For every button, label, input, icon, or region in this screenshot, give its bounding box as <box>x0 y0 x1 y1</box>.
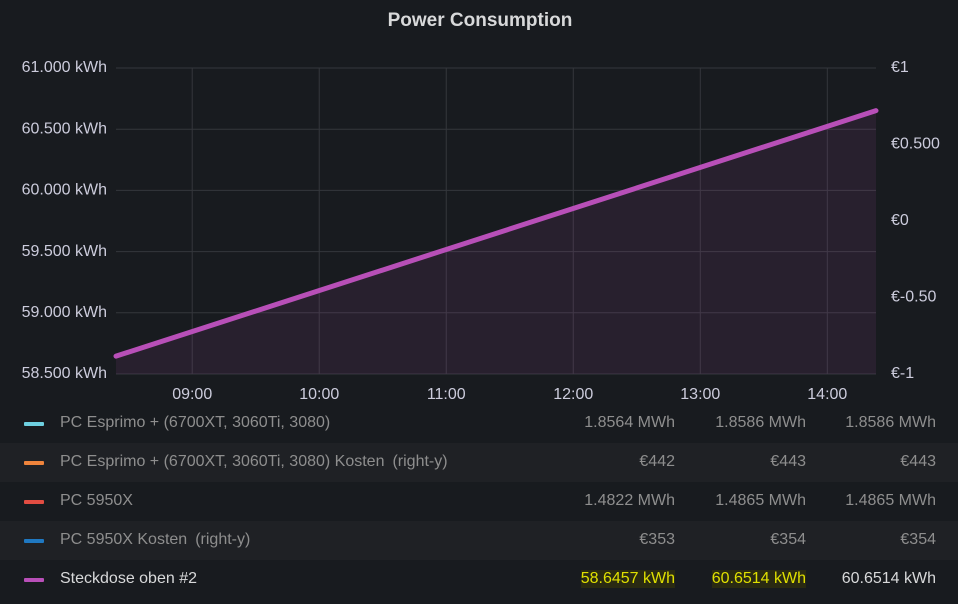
axis-note: (right-y) <box>195 531 251 548</box>
series-name: PC 5950X <box>60 492 133 509</box>
legend-stat: €353 <box>639 531 675 548</box>
legend-label: PC Esprimo + (6700XT, 3060Ti, 3080) <box>60 414 330 432</box>
legend-swatch <box>24 578 44 582</box>
y-tick-label: 59.000 kWh <box>22 304 107 321</box>
y-tick-label: 60.500 kWh <box>22 120 107 137</box>
legend-swatch <box>24 500 44 504</box>
legend-stat: 60.6514 kWh <box>841 570 936 587</box>
legend-label: PC 5950X <box>60 492 133 510</box>
legend-stat: €443 <box>770 453 806 470</box>
series-name: Steckdose oben #2 <box>60 570 197 587</box>
legend-swatch <box>24 422 44 426</box>
x-tick-label: 11:00 <box>427 386 466 403</box>
legend-swatch <box>24 461 44 465</box>
area <box>116 110 876 374</box>
legend-stat: 60.6514 kWh <box>711 570 806 588</box>
legend-row[interactable]: PC 5950X Kosten (right-y) €353 €354 €354 <box>0 521 958 560</box>
x-tick-label: 13:00 <box>680 386 720 403</box>
legend-stat: €354 <box>770 531 806 548</box>
y-tick-label: 59.500 kWh <box>22 243 107 260</box>
y2-tick-label: €0.500 <box>891 136 940 153</box>
legend-stat: €442 <box>639 453 675 470</box>
legend-stat: 1.8564 MWh <box>584 414 675 431</box>
legend-swatch <box>24 539 44 543</box>
legend-stat: 58.6457 kWh <box>580 570 675 588</box>
legend-stat: 1.8586 MWh <box>845 414 936 431</box>
y-tick-label: 60.000 kWh <box>22 182 107 199</box>
series-name: PC Esprimo + (6700XT, 3060Ti, 3080) Kost… <box>60 453 385 470</box>
legend-stat: 1.4865 MWh <box>715 492 806 509</box>
y2-tick-label: €1 <box>891 59 909 76</box>
legend-stat: €443 <box>900 453 936 470</box>
x-tick-label: 10:00 <box>299 386 339 403</box>
legend-row[interactable]: PC Esprimo + (6700XT, 3060Ti, 3080) Kost… <box>0 443 958 482</box>
y2-tick-label: €0 <box>891 212 909 229</box>
x-tick-label: 09:00 <box>172 386 212 403</box>
chart: Power Consumption 58.500 kWh 59.000 kWh 59… <box>22 10 940 403</box>
legend-label: PC 5950X Kosten (right-y) <box>60 531 250 549</box>
legend-row[interactable]: Steckdose oben #2 58.6457 kWh 60.6514 kWh 6… <box>0 560 958 599</box>
line <box>113 108 879 359</box>
series-name: PC Esprimo + (6700XT, 3060Ti, 3080) <box>60 414 331 431</box>
legend-row[interactable]: PC 5950X 1.4822 MWh 1.4865 MWh 1.4865 MWh <box>0 482 958 521</box>
legend-stat: 1.4865 MWh <box>845 492 936 509</box>
y2-tick-label: €-1 <box>891 365 914 382</box>
legend-stat: 1.8586 MWh <box>715 414 806 431</box>
legend-stat: €354 <box>900 531 936 548</box>
legend-label: Steckdose oben #2 <box>60 570 197 588</box>
legend-label: PC Esprimo + (6700XT, 3060Ti, 3080) Kost… <box>60 453 448 471</box>
chart-title: Power Consumption <box>388 10 573 31</box>
y-tick-label: 61.000 kWh <box>22 59 107 76</box>
series-name: PC 5950X Kosten <box>60 531 188 548</box>
legend: PC Esprimo + (6700XT, 3060Ti, 3080) 1.856… <box>0 404 958 599</box>
x-tick-label: 12:00 <box>553 386 593 403</box>
x-tick-label: 14:00 <box>807 386 847 403</box>
y2-tick-label: €-0.50 <box>891 289 936 306</box>
y-tick-label: 58.500 kWh <box>22 365 107 382</box>
axis-note: (right-y) <box>392 453 448 470</box>
legend-row[interactable]: PC Esprimo + (6700XT, 3060Ti, 3080) 1.856… <box>0 404 958 443</box>
legend-stat: 1.4822 MWh <box>584 492 675 509</box>
